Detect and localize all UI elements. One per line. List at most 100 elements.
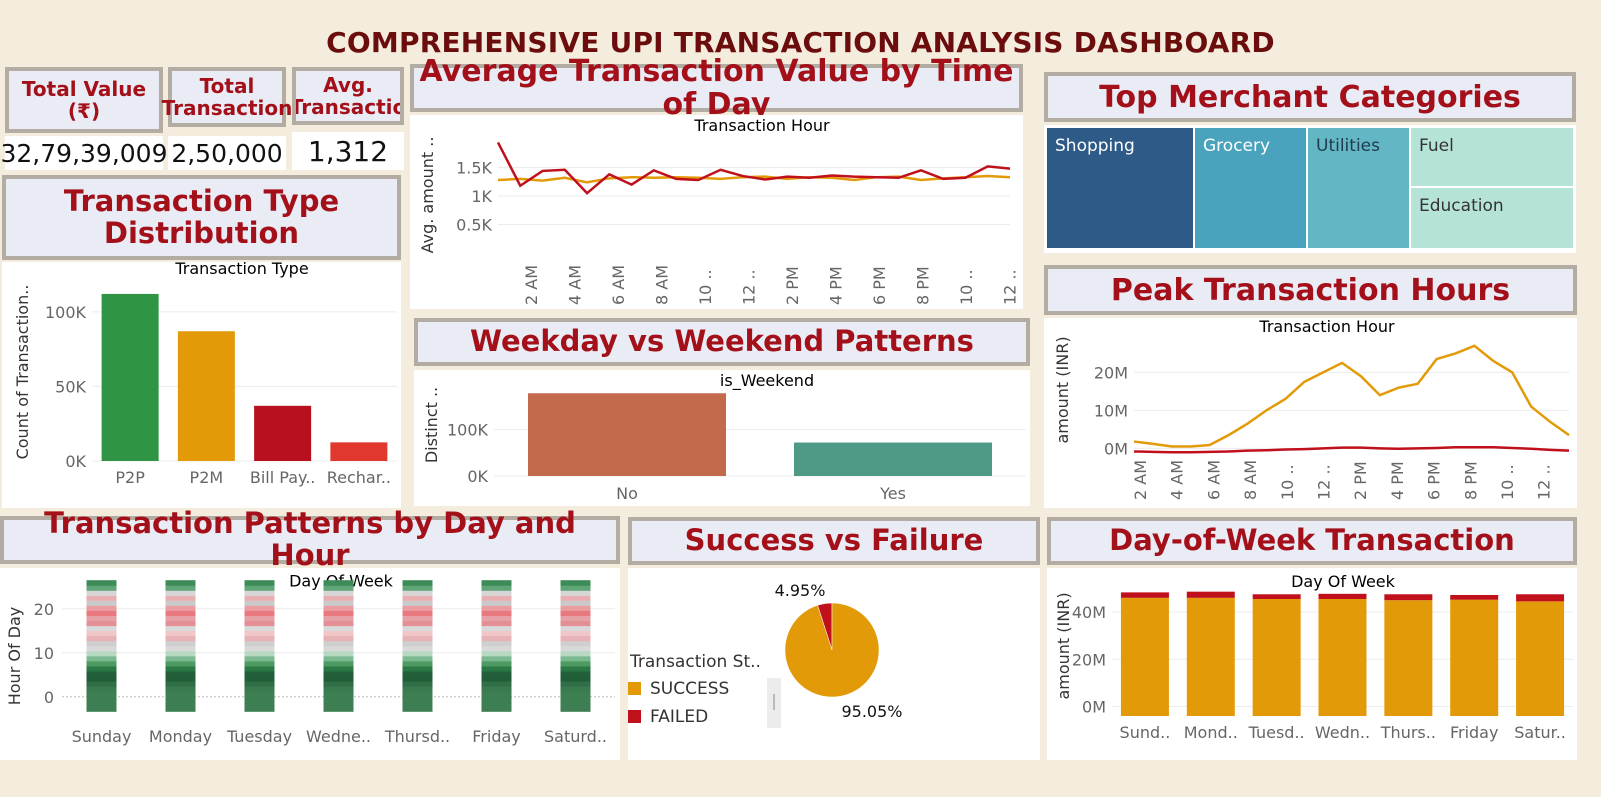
heat-cell	[244, 706, 275, 712]
peak-hours-header: Peak Transaction Hours	[1044, 265, 1577, 315]
avg-x-tick: 6 PM	[870, 266, 889, 305]
heat-cell	[560, 650, 591, 657]
pie-legend-swatch	[628, 682, 641, 695]
heat-cell	[165, 691, 196, 697]
heat-cell	[402, 610, 433, 617]
heat-cell	[481, 650, 512, 657]
heat-cell	[481, 630, 512, 637]
heat-cell	[165, 620, 196, 627]
heat-cell	[323, 676, 354, 682]
heat-cell	[481, 615, 512, 622]
heat-cell	[402, 660, 433, 667]
pie-legend-label: SUCCESS	[650, 679, 729, 699]
heat-cell	[165, 635, 196, 642]
avg-x-tick: 8 PM	[914, 266, 933, 305]
heat-cell	[323, 595, 354, 601]
heat-cell	[402, 595, 433, 601]
heat-cell	[244, 681, 275, 687]
heat-cell	[402, 585, 433, 591]
kpi-avg-transaction: 1,312	[292, 132, 404, 170]
kpi-total-transaction: 2,50,000	[168, 136, 286, 170]
dow-bar-segment	[1384, 594, 1433, 601]
heat-cell	[86, 645, 117, 652]
treemap-cell: Education	[1410, 187, 1574, 249]
peak-y-tick: 20M	[1094, 363, 1128, 382]
week-x-tick: Yes	[879, 484, 906, 503]
heat-cell	[560, 706, 591, 712]
heat-cell	[481, 696, 512, 702]
heat-cell	[402, 650, 433, 657]
heat-cell	[481, 605, 512, 611]
avg-x-tick: 2 PM	[783, 266, 802, 305]
dow-bar-segment	[1450, 599, 1499, 716]
type-y-label: Count of Transaction..	[13, 285, 32, 460]
heat-cell	[402, 701, 433, 707]
week-x-tick: No	[616, 484, 638, 503]
heat-cell	[323, 691, 354, 697]
heat-cell	[560, 701, 591, 707]
dow-chart-title: Day Of Week	[1291, 572, 1396, 591]
heat-cell	[481, 640, 512, 647]
heat-cell	[86, 665, 117, 672]
heat-cell	[560, 585, 591, 591]
heat-cell	[402, 645, 433, 652]
heat-cell	[244, 696, 275, 702]
heat-cell	[481, 600, 512, 606]
heat-cell	[244, 590, 275, 596]
heat-cell	[86, 691, 117, 697]
heat-cell	[165, 610, 196, 617]
pie-slice	[784, 602, 880, 698]
weekday-weekend-header: Weekday vs Weekend Patterns	[414, 318, 1030, 366]
heat-cell	[560, 686, 591, 692]
heat-cell	[165, 595, 196, 601]
heat-cell	[244, 620, 275, 627]
pie-legend-label: FAILED	[650, 707, 708, 727]
treemap-cell: Fuel	[1410, 127, 1574, 187]
heat-cell	[86, 625, 117, 632]
heat-cell	[165, 580, 196, 586]
heat-cell	[560, 625, 591, 632]
heat-cell	[481, 620, 512, 627]
avg-y-tick: 1.5K	[456, 159, 492, 178]
heat-cell	[244, 635, 275, 642]
heat-cell	[323, 585, 354, 591]
heat-cell	[323, 665, 354, 672]
kpi-total-transaction-label: Total Transaction	[162, 67, 292, 127]
heat-cell	[481, 635, 512, 642]
pie-legend-swatch	[628, 710, 641, 723]
dow-x-tick: Mond..	[1184, 723, 1238, 742]
peak-y-tick: 10M	[1094, 401, 1128, 420]
heat-cell	[244, 655, 275, 662]
type-bar	[101, 293, 159, 461]
type-x-tick: P2P	[115, 468, 145, 487]
dow-bar-segment	[1252, 599, 1301, 716]
day-of-week-header: Day-of-Week Transaction	[1047, 517, 1577, 565]
heat-cell	[402, 691, 433, 697]
avg-x-tick: 2 AM	[522, 265, 541, 305]
transaction-type-panel: Transaction Type 0K 50K 100K Count of Transa…	[2, 259, 401, 508]
heat-cell	[481, 645, 512, 652]
heat-cell	[165, 605, 196, 611]
heat-cell	[402, 655, 433, 662]
heat-cell	[323, 645, 354, 652]
heat-cell	[481, 625, 512, 632]
heat-cell	[323, 696, 354, 702]
heat-cell	[560, 615, 591, 622]
dow-bar-segment	[1120, 592, 1169, 598]
heat-cell	[244, 670, 275, 677]
heat-cell	[244, 595, 275, 601]
heat-cell	[481, 610, 512, 617]
heat-cell	[86, 670, 117, 677]
heat-cell	[323, 620, 354, 627]
heat-cell	[560, 610, 591, 617]
merchant-categories-panel: Shopping Grocery Utilities Fuel Education	[1044, 125, 1576, 253]
transaction-type-chart: Transaction Type 0K 50K 100K Count of Transa…	[13, 259, 397, 487]
peak-x-tick: 6 PM	[1425, 461, 1444, 500]
dow-bar-segment	[1120, 597, 1169, 716]
dow-bar-segment	[1252, 594, 1301, 599]
heat-cell	[244, 650, 275, 657]
heat-y-label: Hour Of Day	[5, 607, 24, 706]
heat-cell	[402, 580, 433, 586]
heat-cell	[323, 660, 354, 667]
